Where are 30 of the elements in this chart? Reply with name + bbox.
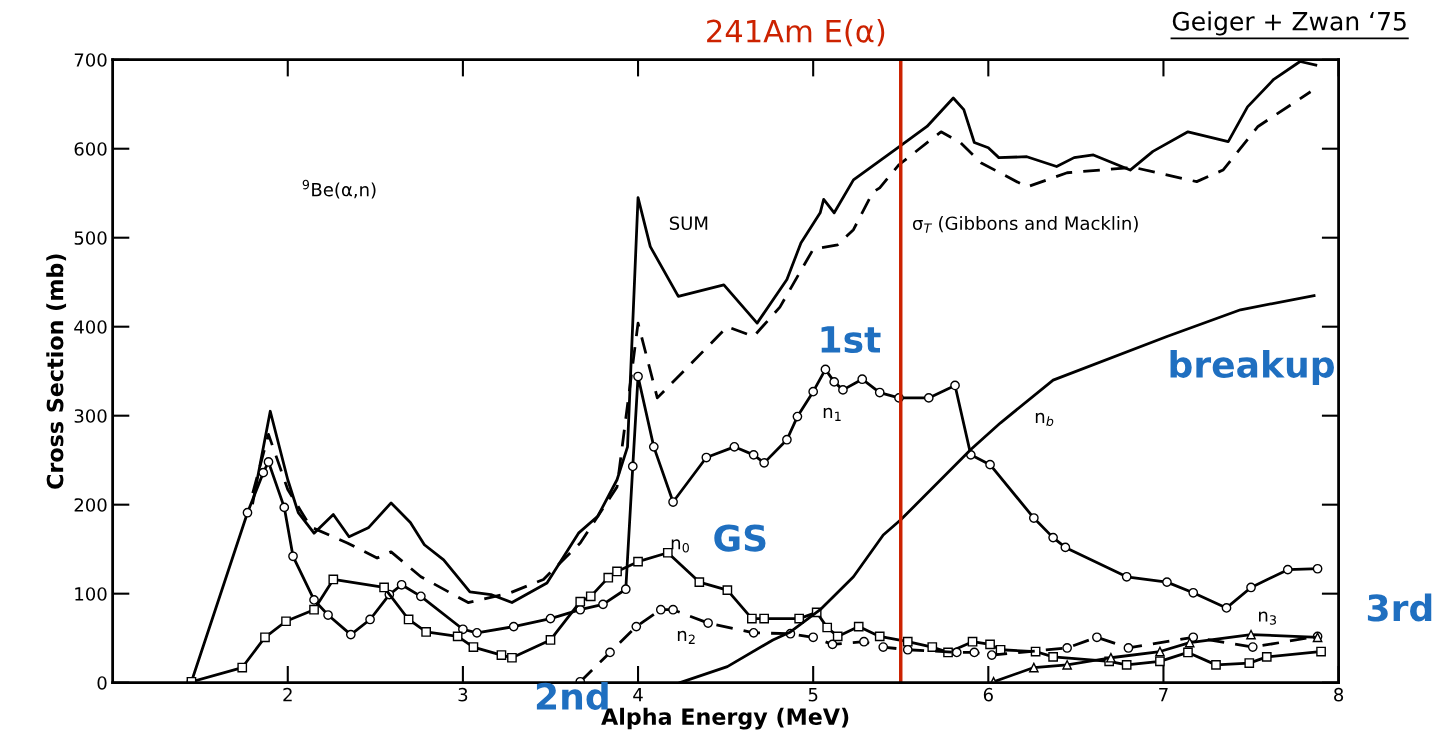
y-tick-label: 300 [74,409,107,423]
x-tick-label: 7 [1159,688,1168,702]
x-tick-label: 4 [633,688,643,702]
y-tick-label: 700 [74,53,107,67]
y-tick-label: 0 [97,676,107,690]
y-tick-label: 100 [75,587,107,601]
y-tick-label: 500 [74,231,107,245]
annotation: n$_{0}$ [671,539,689,553]
x-tick-label: 6 [983,687,993,702]
annotation: GS [714,524,766,552]
x-tick-label: 2 [283,687,292,702]
y-axis-title: Cross Section (mb) [46,254,67,489]
annotation: n$_{1}$ [823,407,841,421]
annotation: breakup [1170,349,1334,385]
text: Geiger + Zwan ‘75 [1172,11,1406,36]
text: 3rd [1367,593,1432,622]
annotation: n$_{3}$ [1259,611,1277,625]
ref-line-label: 241Am E(α) [707,19,885,47]
x-tick-label: 8 [1334,687,1344,702]
annotation: σ$_{T}$ (Gibbons and Macklin) [912,216,1138,233]
annotation: $^{9}$Be(α,n) [302,179,376,199]
x-tick-label: 5 [808,688,818,702]
annotation: SUM [669,216,708,231]
y-tick-label: 200 [74,498,107,512]
y-tick-label: 400 [74,320,107,334]
annotation: 1st [821,326,881,354]
x-tick-label: 3 [458,687,468,702]
y-tick-label: 600 [74,142,107,156]
annotation: n$_{2}$ [677,630,695,644]
annotation: n$_{b}$ [1035,412,1054,427]
